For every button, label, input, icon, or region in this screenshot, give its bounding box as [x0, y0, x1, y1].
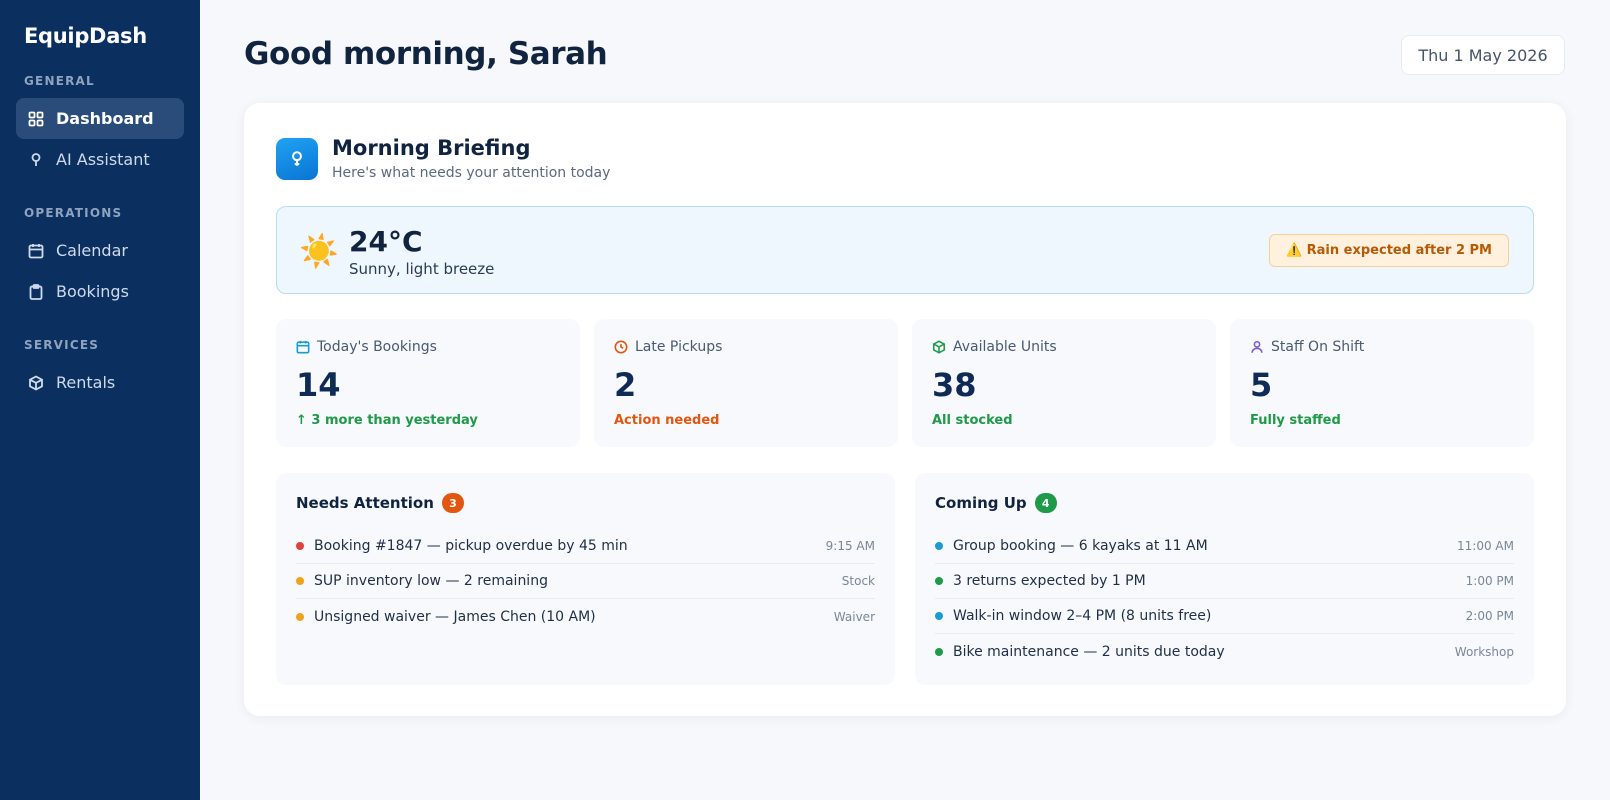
- list-item[interactable]: SUP inventory low — 2 remaining Stock: [296, 564, 875, 599]
- list-item[interactable]: Bike maintenance — 2 units due today Wor…: [935, 634, 1514, 669]
- sidebar-item-label: AI Assistant: [56, 150, 150, 169]
- list-item-text: Booking #1847 — pickup overdue by 45 min: [314, 538, 628, 554]
- stat-card-staff-on-shift[interactable]: Staff On Shift 5 Fully staffed: [1230, 319, 1534, 447]
- status-dot: [935, 612, 943, 620]
- stat-value: 2: [614, 366, 637, 404]
- stat-value: 5: [1250, 366, 1273, 404]
- clock-icon: [614, 340, 628, 354]
- stat-note: ↑ 3 more than yesterday: [296, 413, 478, 428]
- sidebar: EquipDash GENERAL Dashboard AI Assistant…: [0, 0, 200, 800]
- list-item-text: Bike maintenance — 2 units due today: [953, 643, 1225, 660]
- list-item-text: Group booking — 6 kayaks at 11 AM: [953, 538, 1208, 554]
- coming-up-panel: Coming Up 4 Group booking — 6 kayaks at …: [915, 473, 1534, 685]
- sidebar-item-rentals[interactable]: Rentals: [16, 362, 184, 403]
- sidebar-section-operations: OPERATIONS: [24, 206, 123, 220]
- status-dot: [935, 577, 943, 585]
- date-display: Thu 1 May 2026: [1401, 35, 1565, 75]
- list-item[interactable]: Booking #1847 — pickup overdue by 45 min…: [296, 529, 875, 564]
- sidebar-section-services: SERVICES: [24, 338, 100, 352]
- sidebar-item-label: Dashboard: [56, 109, 154, 128]
- needs-attention-panel: Needs Attention 3 Booking #1847 — pickup…: [276, 473, 895, 685]
- list-item[interactable]: Group booking — 6 kayaks at 11 AM 11:00 …: [935, 529, 1514, 564]
- morning-briefing-card: Morning Briefing Here's what needs your …: [244, 103, 1566, 716]
- list-item-meta: Stock: [841, 574, 875, 588]
- sidebar-item-label: Calendar: [56, 241, 128, 260]
- main-content: Good morning, Sarah Thu 1 May 2026 Morni…: [200, 0, 1610, 800]
- stat-label: Late Pickups: [635, 339, 723, 355]
- list-item[interactable]: Walk-in window 2–4 PM (8 units free) 2:0…: [935, 599, 1514, 634]
- list-item-text: 3 returns expected by 1 PM: [953, 573, 1146, 589]
- box-icon: [28, 374, 44, 391]
- box-icon: [932, 340, 946, 354]
- status-dot: [935, 647, 943, 656]
- panel-title: Coming Up: [935, 494, 1027, 512]
- briefing-title: Morning Briefing: [332, 136, 531, 160]
- clipboard-icon: [28, 283, 44, 300]
- calendar-icon: [296, 340, 310, 354]
- grid-icon: [28, 111, 44, 127]
- list-item-meta: 11:00 AM: [1457, 539, 1514, 553]
- list-item[interactable]: 3 returns expected by 1 PM 1:00 PM: [935, 564, 1514, 599]
- list-item-meta: 9:15 AM: [825, 539, 875, 553]
- stat-note: Action needed: [614, 413, 720, 428]
- count-badge: 4: [1034, 493, 1057, 513]
- sidebar-item-bookings[interactable]: Bookings: [16, 271, 184, 312]
- list-item-text: Walk-in window 2–4 PM (8 units free): [953, 608, 1212, 624]
- status-dot: [296, 577, 304, 585]
- stat-label: Staff On Shift: [1271, 339, 1365, 355]
- sidebar-item-label: Bookings: [56, 282, 129, 301]
- weather-panel: ☀️ 24°C Sunny, light breeze ⚠️ Rain expe…: [276, 206, 1534, 294]
- stat-label: Today's Bookings: [317, 339, 437, 355]
- sidebar-item-calendar[interactable]: Calendar: [16, 230, 184, 271]
- list-item-meta: 1:00 PM: [1465, 574, 1514, 588]
- panel-title: Needs Attention: [296, 494, 434, 512]
- sidebar-item-label: Rentals: [56, 373, 116, 392]
- status-dot: [296, 542, 304, 550]
- calendar-icon: [28, 243, 44, 259]
- list-item-meta: Waiver: [833, 609, 875, 624]
- stat-value: 38: [932, 366, 977, 404]
- list-item-meta: Workshop: [1454, 644, 1514, 659]
- stat-card-late-pickups[interactable]: Late Pickups 2 Action needed: [594, 319, 898, 447]
- sun-icon: ☀️: [299, 232, 339, 270]
- sidebar-section-general: GENERAL: [24, 74, 95, 88]
- stat-card-available-units[interactable]: Available Units 38 All stocked: [912, 319, 1216, 447]
- list-item-text: Unsigned waiver — James Chen (10 AM): [314, 608, 596, 625]
- list-item-text: SUP inventory low — 2 remaining: [314, 573, 548, 589]
- user-icon: [1251, 340, 1263, 353]
- list-item[interactable]: Unsigned waiver — James Chen (10 AM) Wai…: [296, 599, 875, 634]
- stat-note: Fully staffed: [1250, 413, 1341, 428]
- lightbulb-icon: [276, 138, 318, 180]
- page-title: Good morning, Sarah: [244, 36, 608, 72]
- app-logo[interactable]: EquipDash: [24, 24, 147, 48]
- weather-temperature: 24°C: [349, 225, 423, 258]
- status-dot: [935, 542, 943, 550]
- sidebar-item-dashboard[interactable]: Dashboard: [16, 98, 184, 139]
- stat-value: 14: [296, 366, 341, 404]
- rain-alert-badge: ⚠️ Rain expected after 2 PM: [1268, 234, 1509, 267]
- briefing-subtitle: Here's what needs your attention today: [332, 165, 611, 181]
- stat-note: All stocked: [932, 413, 1013, 428]
- lightbulb-icon: [28, 152, 44, 168]
- sidebar-item-ai-assistant[interactable]: AI Assistant: [16, 139, 184, 180]
- stat-label: Available Units: [953, 339, 1057, 355]
- stat-card-todays-bookings[interactable]: Today's Bookings 14 ↑ 3 more than yester…: [276, 319, 580, 447]
- status-dot: [296, 612, 304, 621]
- count-badge: 3: [441, 493, 464, 513]
- weather-condition: Sunny, light breeze: [349, 260, 495, 278]
- list-item-meta: 2:00 PM: [1465, 609, 1514, 623]
